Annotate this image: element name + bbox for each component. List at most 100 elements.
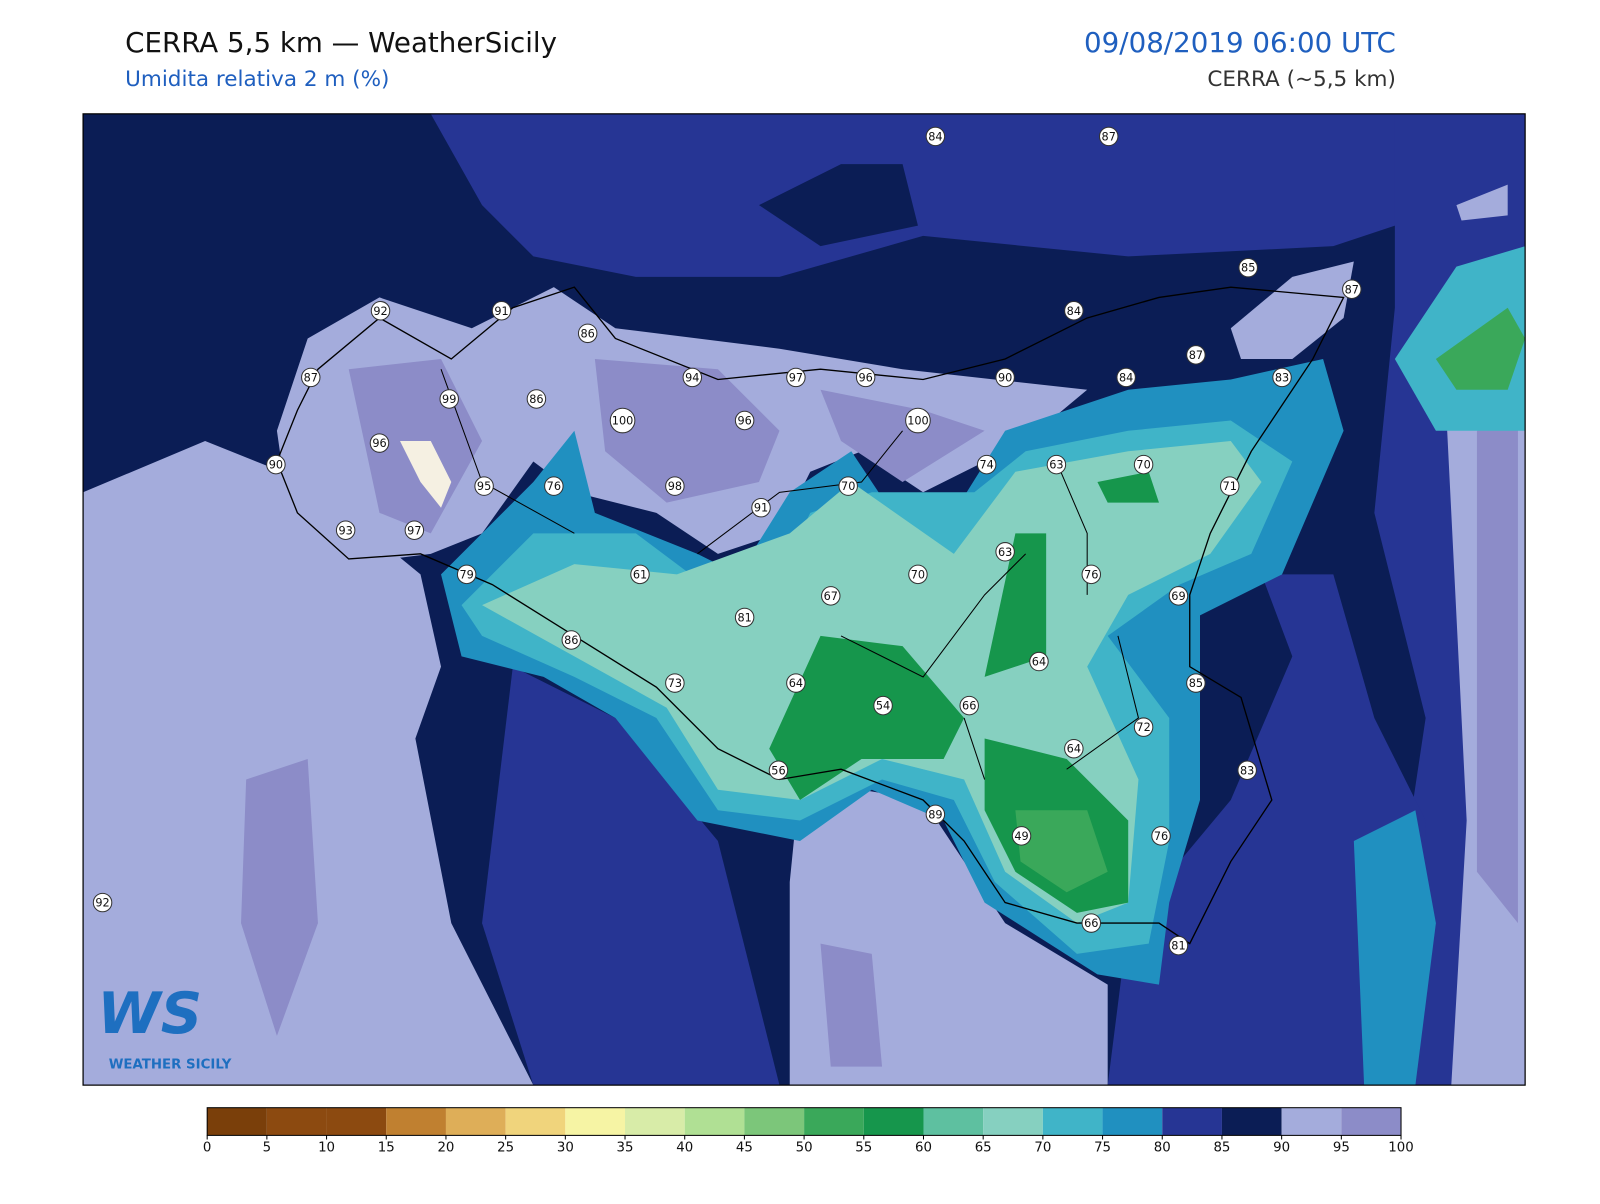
station-marker bbox=[1064, 301, 1084, 321]
colorbar-segment bbox=[804, 1107, 864, 1136]
station-marker bbox=[266, 454, 286, 475]
station-marker bbox=[526, 389, 547, 409]
colorbar-tick-label: 45 bbox=[736, 1141, 753, 1156]
station-value: 73 bbox=[668, 677, 682, 690]
station-value: 81 bbox=[737, 611, 751, 624]
station-marker bbox=[1342, 279, 1362, 299]
field-95 bbox=[83, 441, 534, 1086]
station-value: 61 bbox=[633, 568, 647, 581]
station-marker bbox=[908, 564, 928, 585]
station-marker bbox=[838, 476, 858, 496]
station-marker bbox=[751, 497, 771, 518]
field-55 bbox=[1015, 810, 1108, 893]
station-value: 92 bbox=[95, 897, 109, 910]
colorbar-segment bbox=[1042, 1107, 1103, 1136]
logo-mark: WS bbox=[97, 980, 202, 1047]
station-value: 91 bbox=[494, 305, 508, 318]
station-value: 63 bbox=[998, 546, 1012, 559]
station-value: 95 bbox=[477, 480, 491, 493]
station-value: 83 bbox=[1240, 764, 1254, 777]
field-100 bbox=[820, 943, 883, 1067]
station-value: 86 bbox=[529, 393, 543, 406]
station-marker bbox=[370, 301, 391, 321]
field-60 bbox=[769, 471, 1159, 913]
station-value: 98 bbox=[668, 480, 682, 493]
station-value: 66 bbox=[962, 700, 976, 713]
station-marker bbox=[734, 410, 755, 431]
colorbar-tick-label: 65 bbox=[975, 1141, 992, 1156]
station-marker bbox=[786, 673, 806, 693]
station-value: 96 bbox=[372, 437, 386, 450]
colorbar-segment bbox=[1102, 1107, 1163, 1136]
colorbar-tick-label: 80 bbox=[1154, 1141, 1171, 1156]
station-value: 64 bbox=[1032, 656, 1046, 669]
field-95 bbox=[1456, 184, 1508, 221]
station-value: 87 bbox=[1345, 283, 1359, 296]
station-marker bbox=[821, 586, 841, 606]
station-marker bbox=[404, 520, 425, 540]
colorbar-segment bbox=[1162, 1107, 1222, 1136]
station-marker bbox=[959, 695, 979, 716]
station-value: 64 bbox=[1067, 743, 1081, 756]
colorbar-tick-label: 60 bbox=[915, 1141, 932, 1156]
station-marker bbox=[682, 367, 703, 388]
colorbar-segment bbox=[386, 1107, 446, 1136]
colorbar-tick-label: 40 bbox=[676, 1141, 693, 1156]
station-marker bbox=[1186, 345, 1206, 365]
colorbar-tick-label: 70 bbox=[1034, 1141, 1051, 1156]
colorbar-tick-label: 75 bbox=[1094, 1141, 1111, 1156]
colorbar-segment bbox=[565, 1107, 626, 1136]
field-80 bbox=[1107, 574, 1426, 1086]
station-value: 63 bbox=[1049, 459, 1063, 472]
subtitle: Umidita relativa 2 m (%) bbox=[125, 67, 389, 92]
station-value: 67 bbox=[824, 590, 838, 603]
coastline bbox=[276, 286, 1345, 945]
station-value: 76 bbox=[1084, 568, 1098, 581]
colorbar-segment bbox=[923, 1107, 984, 1136]
station-value: 74 bbox=[979, 459, 993, 472]
station-value: 86 bbox=[581, 327, 595, 340]
title: CERRA 5,5 km — WeatherSicily bbox=[125, 26, 557, 59]
station-marker bbox=[786, 367, 806, 388]
colorbar-segment bbox=[505, 1107, 566, 1136]
colorbar-tick-label: 20 bbox=[437, 1141, 454, 1156]
station-value: 56 bbox=[771, 764, 785, 777]
station-value: 85 bbox=[1189, 677, 1203, 690]
field bbox=[82, 113, 1526, 1086]
station-marker bbox=[873, 695, 893, 716]
colorbar-segment bbox=[684, 1107, 745, 1136]
station-value: 86 bbox=[564, 634, 578, 647]
colorbar-tick-label: 30 bbox=[557, 1141, 574, 1156]
colorbar-tick-label: 25 bbox=[497, 1141, 514, 1156]
station-value: 84 bbox=[928, 130, 942, 143]
field-100 bbox=[241, 758, 318, 1036]
field-100 bbox=[1476, 420, 1518, 924]
colorbar-tick-label: 10 bbox=[318, 1141, 335, 1156]
station-value: 54 bbox=[876, 700, 890, 713]
station-marker bbox=[609, 407, 636, 434]
station-marker bbox=[1272, 367, 1292, 388]
colorbar-segment bbox=[326, 1107, 387, 1136]
station-marker bbox=[1081, 564, 1102, 585]
colorbar-segment bbox=[266, 1107, 327, 1136]
station-marker bbox=[92, 892, 113, 913]
colorbar-tick-label: 5 bbox=[263, 1141, 271, 1156]
station-value: 70 bbox=[841, 480, 855, 493]
station-value: 85 bbox=[1241, 262, 1255, 275]
station-marker bbox=[768, 760, 789, 780]
station-value: 83 bbox=[1275, 371, 1289, 384]
station-value: 96 bbox=[858, 371, 872, 384]
station-value: 90 bbox=[998, 371, 1012, 384]
colorbar-tick-label: 0 bbox=[203, 1141, 211, 1156]
station-marker bbox=[1219, 476, 1240, 496]
station-marker bbox=[976, 454, 997, 475]
stations: 84 87 92 91 86 85 87 84 87 99 86 94 97 96 90 84 87 83 100 9… bbox=[92, 126, 1362, 956]
station-value: 71 bbox=[1223, 480, 1237, 493]
station-value: 87 bbox=[1189, 349, 1203, 362]
colorbar-segment bbox=[744, 1107, 805, 1136]
station-marker bbox=[301, 367, 321, 388]
station-value: 84 bbox=[1119, 371, 1133, 384]
field-low bbox=[400, 441, 452, 508]
datetime: 09/08/2019 06:00 UTC bbox=[1084, 26, 1396, 59]
field-90 bbox=[758, 164, 918, 247]
